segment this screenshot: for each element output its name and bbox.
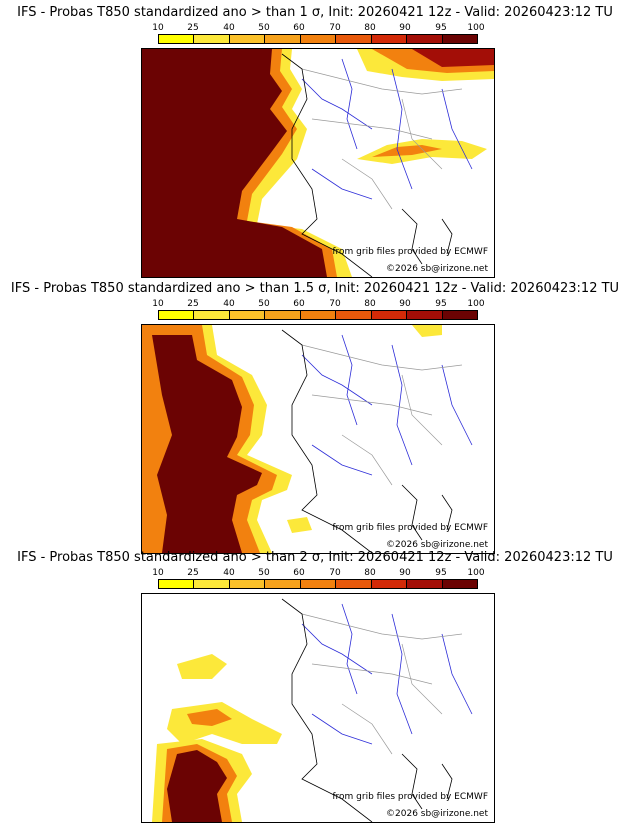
colorbar-labels: 10 25 40 50 60 70 80 90 95 100 bbox=[152, 568, 484, 578]
colorbar-tick: 80 bbox=[364, 23, 376, 33]
colorbar-tick: 95 bbox=[435, 299, 447, 309]
coastlines bbox=[281, 598, 453, 822]
colorbar-swatch bbox=[300, 35, 337, 43]
credit-source: from grib files provided by ECMWF bbox=[332, 247, 488, 257]
panel-title: IFS - Probas T850 standardized ano > tha… bbox=[17, 550, 613, 565]
colorbar-labels: 10 25 40 50 60 70 80 90 95 100 bbox=[152, 23, 484, 33]
colorbar-tick: 40 bbox=[223, 23, 235, 33]
colorbar-tick: 25 bbox=[187, 568, 199, 578]
probability-map: from grib files provided by ECMWF ©2026 … bbox=[141, 324, 495, 554]
colorbar-tick: 40 bbox=[223, 299, 235, 309]
colorbar-swatch bbox=[265, 311, 301, 319]
colorbar-tick: 80 bbox=[364, 568, 376, 578]
colorbar-swatch bbox=[300, 580, 337, 588]
colorbar-swatch bbox=[194, 580, 230, 588]
credit-source: from grib files provided by ECMWF bbox=[332, 523, 488, 533]
colorbar-tick: 50 bbox=[258, 299, 270, 309]
colorbar-tick: 100 bbox=[467, 23, 485, 33]
credit-copyright: ©2026 sb@irizone.net bbox=[386, 540, 488, 550]
colorbar-tick: 80 bbox=[364, 299, 376, 309]
colorbar-swatch bbox=[194, 311, 230, 319]
colorbar-tick: 100 bbox=[467, 299, 485, 309]
colorbar-swatch bbox=[442, 311, 477, 319]
colorbar-swatch bbox=[229, 35, 266, 43]
colorbar-tick: 50 bbox=[258, 23, 270, 33]
colorbar-tick: 10 bbox=[152, 568, 164, 578]
colorbar-swatch bbox=[371, 580, 408, 588]
probability-field bbox=[142, 49, 494, 277]
colorbar-tick: 25 bbox=[187, 23, 199, 33]
coastlines bbox=[281, 53, 453, 277]
colorbar-tick: 60 bbox=[293, 568, 305, 578]
colorbar-tick: 70 bbox=[329, 23, 341, 33]
rivers bbox=[301, 603, 473, 745]
colorbar-tick: 90 bbox=[399, 23, 411, 33]
colorbar-tick: 10 bbox=[152, 23, 164, 33]
colorbar-swatch bbox=[407, 311, 443, 319]
colorbar-swatch bbox=[159, 35, 195, 43]
panel-1-sigma: IFS - Probas T850 standardized ano > tha… bbox=[0, 0, 630, 278]
colorbar-swatch bbox=[229, 311, 266, 319]
colorbar-tick: 60 bbox=[293, 23, 305, 33]
credit-source: from grib files provided by ECMWF bbox=[332, 792, 488, 802]
credit-copyright: ©2026 sb@irizone.net bbox=[386, 809, 488, 819]
country-borders bbox=[301, 613, 463, 755]
colorbar-swatch bbox=[265, 580, 301, 588]
rivers bbox=[301, 58, 473, 200]
credit-copyright: ©2026 sb@irizone.net bbox=[386, 264, 488, 274]
colorbar-swatch bbox=[229, 580, 266, 588]
colorbar-swatch bbox=[300, 311, 337, 319]
colorbar-swatch bbox=[407, 35, 443, 43]
panel-title: IFS - Probas T850 standardized ano > tha… bbox=[10, 281, 620, 296]
colorbar-tick: 50 bbox=[258, 568, 270, 578]
panel-1-5-sigma: IFS - Probas T850 standardized ano > tha… bbox=[0, 276, 630, 554]
rivers bbox=[301, 334, 473, 476]
panel-title: IFS - Probas T850 standardized ano > tha… bbox=[17, 5, 613, 20]
colorbar-swatch bbox=[159, 580, 195, 588]
colorbar-swatch bbox=[336, 311, 372, 319]
colorbar-swatch bbox=[442, 35, 477, 43]
panel-2-sigma: IFS - Probas T850 standardized ano > tha… bbox=[0, 545, 630, 823]
colorbar-tick: 100 bbox=[467, 568, 485, 578]
probability-field bbox=[152, 654, 282, 822]
colorbar-swatch bbox=[371, 311, 408, 319]
colorbar bbox=[158, 310, 478, 320]
colorbar-swatch bbox=[442, 580, 477, 588]
coastlines bbox=[281, 329, 453, 553]
colorbar-swatch bbox=[336, 580, 372, 588]
colorbar-tick: 70 bbox=[329, 568, 341, 578]
colorbar-tick: 90 bbox=[399, 299, 411, 309]
colorbar-swatch bbox=[159, 311, 195, 319]
colorbar-tick: 70 bbox=[329, 299, 341, 309]
colorbar-tick: 60 bbox=[293, 299, 305, 309]
colorbar-swatch bbox=[194, 35, 230, 43]
colorbar-swatch bbox=[407, 580, 443, 588]
colorbar-tick: 95 bbox=[435, 23, 447, 33]
probability-field bbox=[142, 325, 442, 553]
colorbar-swatch bbox=[336, 35, 372, 43]
probability-map: from grib files provided by ECMWF ©2026 … bbox=[141, 48, 495, 278]
colorbar-tick: 95 bbox=[435, 568, 447, 578]
probability-map: from grib files provided by ECMWF ©2026 … bbox=[141, 593, 495, 823]
colorbar-tick: 40 bbox=[223, 568, 235, 578]
colorbar-tick: 90 bbox=[399, 568, 411, 578]
colorbar-swatch bbox=[371, 35, 408, 43]
colorbar-swatch bbox=[265, 35, 301, 43]
colorbar bbox=[158, 579, 478, 589]
colorbar-labels: 10 25 40 50 60 70 80 90 95 100 bbox=[152, 299, 484, 309]
colorbar-tick: 10 bbox=[152, 299, 164, 309]
colorbar bbox=[158, 34, 478, 44]
colorbar-tick: 25 bbox=[187, 299, 199, 309]
country-borders bbox=[301, 344, 463, 486]
country-borders bbox=[301, 68, 463, 210]
